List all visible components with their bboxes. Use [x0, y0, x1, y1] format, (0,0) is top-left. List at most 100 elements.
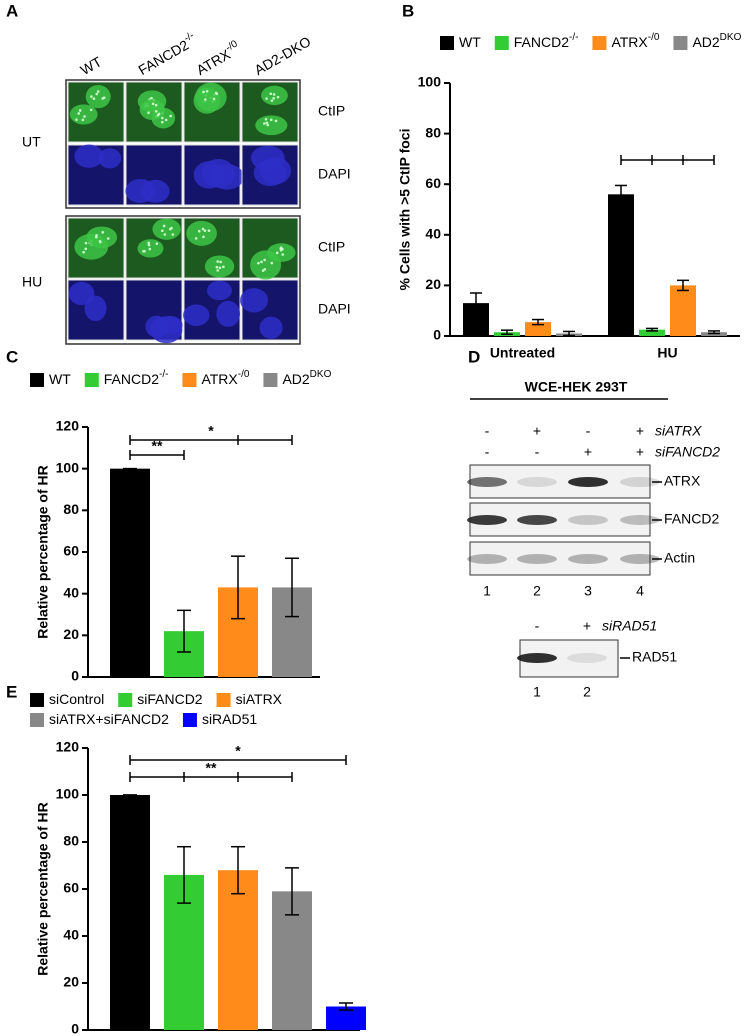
- treatment-sign: +: [533, 423, 541, 439]
- focus: [148, 247, 152, 251]
- focus: [216, 260, 219, 263]
- focus: [201, 227, 205, 231]
- cell-nucleus: [209, 163, 244, 190]
- panel-label: A: [6, 1, 18, 20]
- cell-nucleus: [69, 104, 98, 125]
- band: [467, 554, 507, 564]
- y-tick-label: 80: [63, 501, 79, 517]
- treatment-sign: -: [586, 423, 591, 439]
- y-tick-label: 80: [63, 833, 79, 849]
- focus: [194, 237, 198, 240]
- legend-swatch: [118, 693, 133, 707]
- cell-nucleus: [183, 304, 210, 327]
- legend-label-base: WT: [459, 34, 481, 50]
- cell-nucleus: [145, 315, 168, 338]
- focus: [101, 97, 104, 100]
- focus: [274, 119, 278, 123]
- focus: [212, 97, 216, 101]
- legend-label-base: ATRX: [611, 34, 648, 50]
- focus: [95, 92, 99, 96]
- cell-nucleus: [139, 99, 165, 120]
- focus: [263, 122, 266, 125]
- treatment-sign: -: [485, 423, 490, 439]
- y-tick-label: 40: [425, 226, 441, 242]
- focus: [89, 108, 93, 112]
- legend-swatch: [592, 36, 607, 50]
- legend-label-base: siFANCD2: [137, 691, 203, 707]
- focus: [203, 229, 207, 232]
- focus: [197, 229, 201, 233]
- bar: [608, 194, 634, 336]
- band: [517, 554, 557, 564]
- treatment-sign: -: [485, 444, 490, 460]
- y-tick-label: 100: [56, 459, 80, 475]
- cell-nucleus: [204, 255, 235, 278]
- stain-label: DAPI: [318, 301, 351, 317]
- treatment-sign: -: [535, 618, 540, 634]
- y-tick-label: 40: [63, 927, 79, 943]
- cell-nucleus: [216, 300, 241, 327]
- error-bar: [339, 1002, 353, 1011]
- treatment-sign: +: [636, 444, 644, 460]
- focus: [83, 115, 86, 118]
- error-bar: [231, 555, 245, 620]
- band: [517, 515, 557, 525]
- legend-swatch: [440, 36, 454, 50]
- bar: [326, 1006, 366, 1030]
- error-bar: [285, 557, 299, 618]
- focus: [269, 118, 273, 122]
- legend-label: WT: [49, 371, 71, 387]
- error-bar: [231, 845, 245, 895]
- legend-label-sup: -/-: [569, 32, 578, 43]
- focus: [164, 118, 168, 122]
- legend-swatch: [182, 373, 197, 387]
- focus: [162, 224, 166, 228]
- significance: *: [208, 423, 214, 439]
- cell-nucleus: [98, 148, 122, 169]
- legend-label-base: FANCD2: [514, 34, 569, 50]
- y-tick-label: 120: [56, 418, 80, 434]
- cell-nucleus: [253, 159, 287, 187]
- y-tick-label: 60: [63, 543, 79, 559]
- error-bar: [677, 279, 689, 292]
- condition-label: UT: [22, 134, 41, 150]
- focus: [205, 89, 209, 93]
- focus: [161, 116, 164, 120]
- focus: [270, 99, 274, 102]
- blot: [469, 541, 651, 576]
- stain-label: CtIP: [318, 103, 345, 119]
- lane-number: 1: [533, 684, 541, 700]
- band: [567, 653, 607, 663]
- lane-number: 2: [583, 684, 591, 700]
- legend-label-base: FANCD2: [104, 371, 159, 387]
- y-tick-label: 20: [425, 276, 441, 292]
- band: [568, 515, 608, 525]
- legend-label: siControl: [49, 691, 104, 707]
- focus: [147, 243, 151, 247]
- cell-nucleus: [206, 280, 232, 301]
- blot-title: WCE-HEK 293T: [525, 379, 628, 395]
- lane-number: 1: [483, 583, 491, 599]
- focus: [77, 112, 81, 115]
- y-tick-label: 60: [425, 175, 441, 191]
- band: [568, 477, 608, 487]
- legend-label-base: WT: [49, 371, 71, 387]
- y-tick-label: 0: [71, 1021, 79, 1036]
- band: [467, 515, 507, 525]
- focus: [161, 229, 164, 232]
- error-bar: [615, 184, 627, 204]
- focus: [147, 241, 151, 245]
- legend-label: AD2DKO: [692, 32, 741, 50]
- significance: *: [235, 743, 241, 759]
- bar: [218, 870, 258, 1030]
- y-axis-label: Relative percentage of HR: [35, 465, 51, 639]
- y-tick-label: 0: [71, 668, 79, 684]
- focus: [260, 260, 263, 264]
- treatment-sign: +: [584, 444, 592, 460]
- lane-number: 2: [533, 583, 541, 599]
- band: [620, 554, 660, 564]
- error-bar: [532, 318, 544, 326]
- cell-nucleus: [195, 82, 227, 112]
- error-bar: [708, 330, 720, 335]
- cell-nucleus: [186, 220, 217, 246]
